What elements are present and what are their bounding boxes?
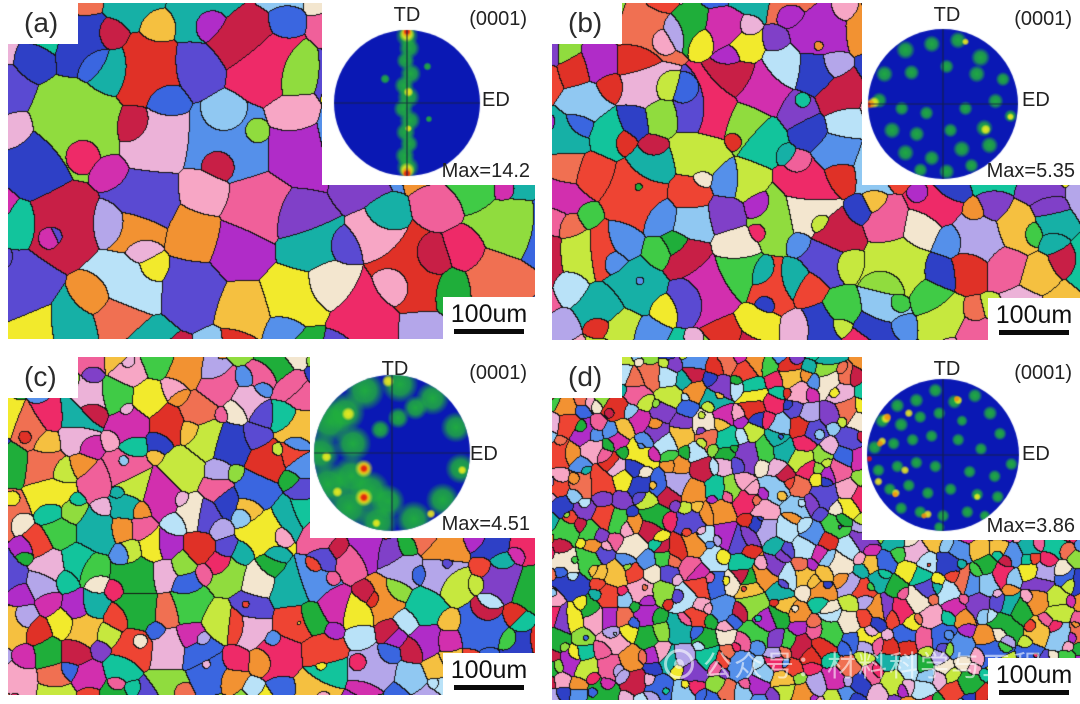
max-intensity-label: Max=4.51 [441,513,530,535]
pole-figure-inset-a: TD (0001) ED Max=14.2 [322,3,535,185]
panel-d: (d) TD (0001) ED Max=3.86 公众号：材料科学与工程 10… [552,357,1080,700]
td-axis-label: TD [933,4,961,26]
max-intensity-label: Max=3.86 [986,515,1075,537]
max-intensity-label: Max=5.35 [986,160,1075,182]
panel-label-d: (d) [568,361,603,392]
watermark: 公众号：材料科学与工程 [664,643,1044,685]
watermark-text: 公众号：材料科学与工程 [703,651,1045,683]
ed-axis-label: ED [1022,89,1050,111]
panel-label-a: (a) [24,7,59,38]
ed-axis-label: ED [482,89,510,111]
scale-bar-line [454,329,524,334]
pole-figure-canvas-d [862,357,1080,540]
plane-label: (0001) [469,8,527,30]
scale-bar-label: 100um [450,300,528,328]
panel-label-c: (c) [24,361,57,392]
panel-label-box-b: (b) [552,3,622,44]
scale-bar-a: 100um [443,297,535,339]
td-axis-label: TD [933,358,961,380]
scale-bar-line [999,330,1069,335]
scale-bar-b: 100um [988,298,1080,340]
scale-bar-line [454,685,524,690]
ed-axis-label: ED [1022,443,1050,465]
panel-label-box-a: (a) [8,3,78,44]
plane-label: (0001) [1014,362,1072,384]
pole-figure-canvas-b [862,3,1080,185]
scale-bar-c: 100um [443,653,535,695]
panel-b: (b) TD (0001) ED Max=5.35 100um [552,3,1080,340]
panel-label-b: (b) [568,7,603,38]
pole-figure-inset-d: TD (0001) ED Max=3.86 [862,357,1080,540]
td-axis-label: TD [393,4,421,26]
plane-label: (0001) [1014,8,1072,30]
scale-bar-label: 100um [450,656,528,684]
circle-flower-icon [664,649,694,679]
pole-figure-canvas-a [322,3,535,185]
scale-bar-line [999,690,1069,695]
td-axis-label: TD [381,358,409,380]
panel-c: (c) TD (0001) ED Max=4.51 100um [8,357,535,695]
panel-label-box-c: (c) [8,357,78,398]
pole-figure-inset-b: TD (0001) ED Max=5.35 [862,3,1080,185]
panel-label-box-d: (d) [552,357,622,398]
scale-bar-d: 100um [988,658,1080,700]
plane-label: (0001) [469,362,527,384]
pole-figure-canvas-c [310,357,535,538]
panel-a: (a) TD (0001) ED Max=14.2 100um [8,3,535,339]
scale-bar-label: 100um [995,301,1073,329]
ed-axis-label: ED [470,443,498,465]
pole-figure-inset-c: TD (0001) ED Max=4.51 [310,357,535,538]
scale-bar-label: 100um [995,661,1073,689]
max-intensity-label: Max=14.2 [441,160,530,182]
